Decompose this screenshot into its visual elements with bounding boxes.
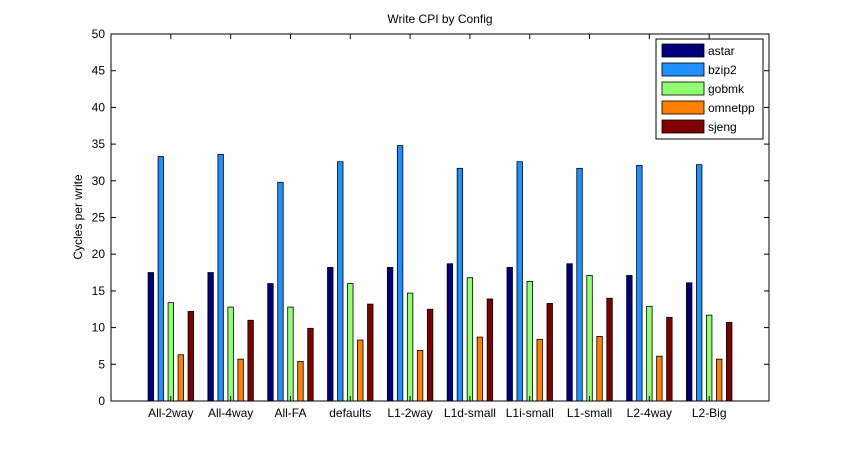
y-tick-label: 5 <box>98 357 105 371</box>
bar-astar-L1i-small <box>506 267 513 402</box>
bar-astar-L1-2way <box>386 267 394 402</box>
x-tick-label: L1-2way <box>387 406 432 420</box>
legend-swatch-astar <box>661 43 705 58</box>
bar-bzip2-L1d-small <box>456 167 464 402</box>
bar-bzip2-All-4way <box>217 153 224 402</box>
bar-omnetpp-L1-small <box>596 336 603 402</box>
bar-gobmk-L1-2way <box>406 292 414 402</box>
bar-omnetpp-L2-4way <box>656 355 663 402</box>
legend-label-gobmk: gobmk <box>708 82 745 96</box>
legend-label-omnetpp: omnetpp <box>708 101 755 115</box>
bar-omnetpp-L1-2way <box>416 349 424 402</box>
y-axis-label: Cycles per write <box>71 174 85 260</box>
x-tick-label: All-FA <box>274 406 306 420</box>
bar-sjeng-defaults <box>367 303 374 402</box>
bar-sjeng-L2-Big <box>726 322 733 402</box>
bar-sjeng-L2-4way <box>666 316 673 402</box>
y-tick-label: 10 <box>92 321 106 335</box>
bar-bzip2-defaults <box>337 161 344 402</box>
y-tick-label: 30 <box>92 174 106 188</box>
chart-title: Write CPI by Config <box>387 12 492 26</box>
bar-bzip2-L1i-small <box>516 161 523 402</box>
y-tick-label: 40 <box>92 100 106 114</box>
x-tick-label: defaults <box>329 406 371 420</box>
bar-omnetpp-All-4way <box>237 358 244 402</box>
x-tick-label: L2-4way <box>627 406 672 420</box>
x-tick-label: L2-Big <box>692 406 727 420</box>
legend-label-bzip2: bzip2 <box>708 63 737 77</box>
bar-sjeng-All-FA <box>307 327 314 402</box>
x-tick-label: All-4way <box>208 406 253 420</box>
legend-swatch-bzip2 <box>661 62 705 77</box>
x-tick-label: L1-small <box>567 406 612 420</box>
bar-astar-L1-small <box>566 263 573 402</box>
bar-bzip2-L2-Big <box>696 164 703 402</box>
x-tick-label: L1i-small <box>506 406 554 420</box>
bar-omnetpp-L1i-small <box>536 338 543 402</box>
bar-omnetpp-defaults <box>357 339 364 402</box>
bar-omnetpp-All-2way <box>177 354 184 402</box>
bar-astar-All-2way <box>147 272 154 402</box>
legend-label-astar: astar <box>708 44 735 58</box>
bar-astar-defaults <box>327 267 334 402</box>
x-axis: All-2way All-4way All-FA defaults L1-2way L1d… <box>148 34 727 420</box>
bar-omnetpp-All-FA <box>297 360 304 402</box>
bar-gobmk-L1i-small <box>526 280 533 402</box>
y-tick-label: 25 <box>92 211 106 225</box>
legend-swatch-omnetpp <box>661 100 705 115</box>
bar-gobmk-L1-small <box>586 275 593 402</box>
bar-omnetpp-L1d-small <box>476 336 484 402</box>
y-tick-label: 35 <box>92 137 106 151</box>
x-tick-label: L1d-small <box>444 406 496 420</box>
bar-bzip2-All-2way <box>157 156 164 402</box>
x-tick-label: All-2way <box>148 406 193 420</box>
bar-bzip2-All-FA <box>277 181 284 402</box>
bar-gobmk-All-FA <box>287 306 294 402</box>
bar-sjeng-L1i-small <box>546 302 553 402</box>
bar-astar-All-FA <box>267 283 274 402</box>
bar-astar-L1d-small <box>446 263 454 402</box>
legend-label-sjeng: sjeng <box>708 120 737 134</box>
y-tick-label: 15 <box>92 284 106 298</box>
y-axis: 0 5 10 15 20 25 30 35 40 45 50 <box>92 27 769 408</box>
y-tick-label: 20 <box>92 247 106 261</box>
bar-gobmk-defaults <box>347 283 354 402</box>
bar-sjeng-L1-small <box>606 297 613 402</box>
y-tick-label: 0 <box>98 394 105 408</box>
bar-gobmk-L1d-small <box>466 277 474 402</box>
bar-sjeng-All-4way <box>247 319 254 402</box>
bar-bzip2-L2-4way <box>636 164 643 402</box>
legend-swatch-sjeng <box>661 119 705 134</box>
legend-swatch-gobmk <box>661 81 705 96</box>
y-tick-label: 50 <box>92 27 106 41</box>
bar-omnetpp-L2-Big <box>716 358 723 402</box>
bar-bzip2-L1-small <box>576 167 583 402</box>
bar-sjeng-L1d-small <box>486 298 494 402</box>
bar-gobmk-All-2way <box>167 302 174 402</box>
legend: astar bzip2 gobmk omnetpp sjeng <box>655 38 764 140</box>
bar-sjeng-L1-2way <box>426 308 434 402</box>
bar-bzip2-L1-2way <box>396 145 404 402</box>
bar-astar-All-4way <box>207 272 214 402</box>
y-tick-label: 45 <box>92 64 106 78</box>
bar-sjeng-All-2way <box>187 311 194 402</box>
bar-gobmk-L2-Big <box>706 314 713 402</box>
bar-astar-L2-Big <box>686 282 693 402</box>
bar-astar-L2-4way <box>626 275 633 402</box>
bar-gobmk-L2-4way <box>646 305 653 402</box>
bars-layer <box>147 145 733 402</box>
bar-gobmk-All-4way <box>227 306 234 402</box>
